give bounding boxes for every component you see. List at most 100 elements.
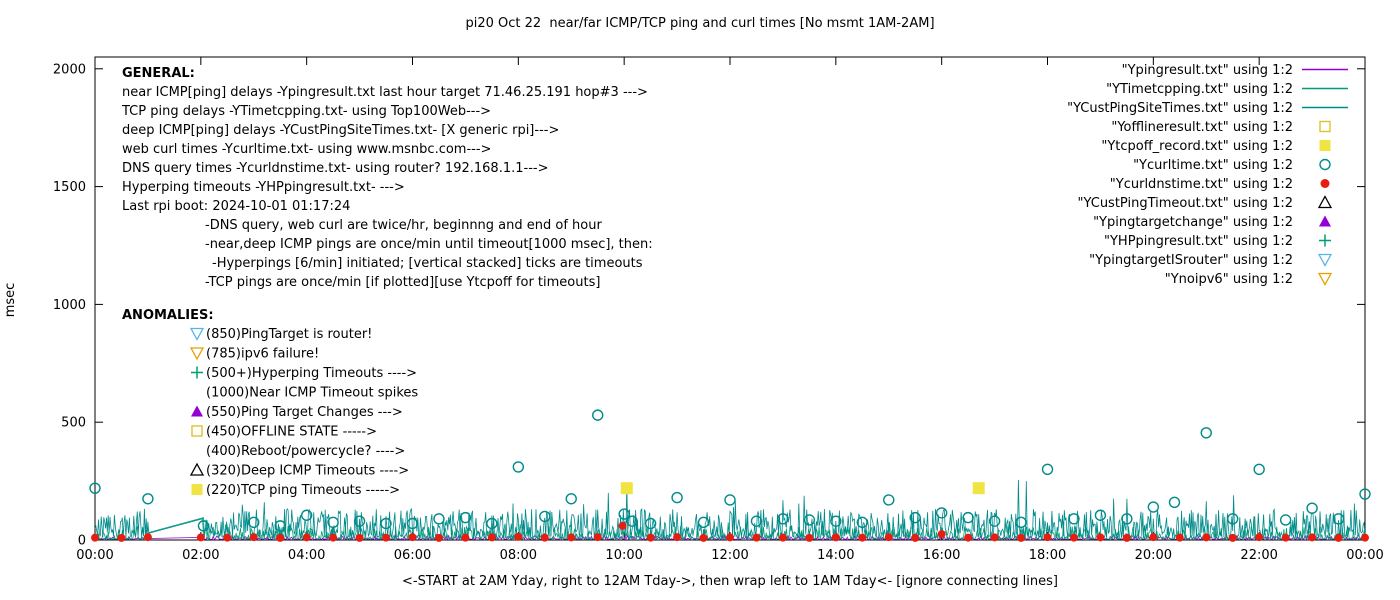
general-line: -Hyperpings [6/min] initiated; [vertical… xyxy=(212,256,643,271)
circle-filled-icon xyxy=(514,532,523,541)
circle-open-icon xyxy=(1041,463,1054,476)
anomaly-text: (220)TCP ping Timeouts -----> xyxy=(206,483,400,498)
anomaly-line: (450)OFFLINE STATE -----> xyxy=(191,425,377,440)
triangle-down-open-icon xyxy=(1317,272,1333,286)
scatter-Ytcpoff_record xyxy=(620,482,985,495)
circle-open-icon xyxy=(248,516,260,529)
square-filled-icon xyxy=(1319,140,1331,151)
circle-open-icon xyxy=(1306,502,1318,514)
circle-filled-icon xyxy=(567,533,576,542)
general-line: -DNS query, web curl are twice/hr, begin… xyxy=(205,218,602,233)
circle-filled-icon xyxy=(1320,179,1330,188)
circle-filled-icon xyxy=(276,533,285,542)
triangle-up-open-icon xyxy=(1317,195,1333,209)
general-line: web curl times -Ycurltime.txt- using www… xyxy=(122,142,491,157)
x-tick-label: 04:00 xyxy=(288,548,325,563)
circle-filled-icon xyxy=(831,533,840,542)
legend-label: "Ypingtargetchange" using 1:2 xyxy=(1093,215,1293,230)
circle-open-icon xyxy=(89,482,101,494)
circle-filled-icon xyxy=(646,533,655,542)
circle-open-icon xyxy=(1094,509,1107,521)
circle-filled-icon xyxy=(461,533,470,542)
circle-open-icon xyxy=(512,461,525,473)
circle-open-icon xyxy=(988,515,1001,527)
x-tick-label: 18:00 xyxy=(1029,548,1066,563)
chart-legend: "Ypingresult.txt" using 1:2 "YTimetcpping… xyxy=(1067,63,1348,287)
legend-item: "YTimetcpping.txt" using 1:2 xyxy=(1106,82,1348,97)
circle-filled-icon xyxy=(805,533,814,542)
circle-filled-icon xyxy=(1308,533,1317,542)
general-line: deep ICMP[ping] delays -YCustPingSiteTim… xyxy=(122,123,559,138)
anomaly-line: (550)Ping Target Changes ---> xyxy=(191,405,403,420)
circle-filled-icon xyxy=(434,533,443,542)
x-tick-label: 12:00 xyxy=(711,548,748,563)
circle-open-icon xyxy=(803,514,816,526)
circle-filled-icon xyxy=(699,533,708,542)
general-line: Last rpi boot: 2024-10-01 01:17:24 xyxy=(122,199,350,214)
circle-open-icon xyxy=(380,517,392,530)
circle-open-icon xyxy=(1332,513,1345,525)
legend-label: "Ycurldnstime.txt" using 1:2 xyxy=(1110,177,1293,192)
circle-filled-icon xyxy=(673,533,682,542)
anomalies-header: ANOMALIES: xyxy=(122,308,214,323)
general-line: TCP ping delays -YTimetcpping.txt- using… xyxy=(121,104,491,119)
anomaly-line: (785)ipv6 failure! xyxy=(189,347,319,362)
square-filled-icon xyxy=(972,482,985,495)
x-tick-label: 14:00 xyxy=(817,548,854,563)
legend-label: "YpingtargetISrouter" using 1:2 xyxy=(1089,253,1293,268)
anomaly-line: (500+)Hyperping Timeouts ----> xyxy=(191,366,417,381)
circle-filled-icon xyxy=(1149,533,1158,542)
square-open-icon xyxy=(1319,120,1331,133)
circle-filled-icon xyxy=(937,530,946,539)
y-tick-label: 1500 xyxy=(53,180,86,195)
circle-filled-icon xyxy=(249,533,258,542)
legend-item: "Ytcpoff_record.txt" using 1:2 xyxy=(1101,139,1331,154)
circle-filled-icon xyxy=(884,533,893,542)
circle-filled-icon xyxy=(1017,533,1026,542)
circle-open-icon xyxy=(1359,488,1371,500)
circle-filled-icon xyxy=(593,533,602,542)
circle-filled-icon xyxy=(91,533,99,542)
legend-item: "YpingtargetISrouter" using 1:2 xyxy=(1089,253,1333,268)
circle-open-icon xyxy=(300,509,313,521)
circle-open-icon xyxy=(750,515,763,527)
circle-open-icon xyxy=(671,491,683,504)
circle-filled-icon xyxy=(329,533,338,542)
circle-filled-icon xyxy=(1361,533,1369,542)
x-tick-label: 22:00 xyxy=(1240,548,1277,563)
x-tick-label: 06:00 xyxy=(394,548,431,563)
circle-filled-icon xyxy=(196,533,205,542)
circle-filled-icon xyxy=(540,533,549,542)
legend-item: "YHPpingresult.txt" using 1:2 xyxy=(1104,234,1331,249)
anomaly-text: (450)OFFLINE STATE -----> xyxy=(206,425,377,440)
legend-item: "Ypingtargetchange" using 1:2 xyxy=(1093,215,1331,230)
circle-filled-icon xyxy=(1096,533,1105,542)
circle-open-icon xyxy=(565,493,577,505)
series-YCustPingSiteTimes-line xyxy=(94,479,1366,539)
legend-item: "Ycurltime.txt" using 1:2 xyxy=(1133,158,1331,173)
circle-open-icon xyxy=(1121,513,1133,525)
circle-open-icon xyxy=(486,517,498,530)
circle-filled-icon xyxy=(1069,533,1078,542)
y-tick-label: 1000 xyxy=(53,298,86,313)
x-tick-label: 02:00 xyxy=(182,548,219,563)
circle-filled-icon xyxy=(487,533,496,542)
circle-open-icon xyxy=(1279,514,1292,526)
circle-open-icon xyxy=(962,511,974,524)
legend-item: "Ynoipv6" using 1:2 xyxy=(1165,272,1333,287)
x-axis-label: <-START at 2AM Yday, right to 12AM Tday-… xyxy=(402,574,1058,589)
axis-ticks: 0 500 1000 1500 2000 00:00 02:00 04:00 06:00 08:0… xyxy=(53,57,1384,563)
x-tick-label: 16:00 xyxy=(923,548,960,563)
circle-filled-icon xyxy=(408,533,417,542)
circle-filled-icon xyxy=(355,533,364,542)
legend-label: "Ycurltime.txt" using 1:2 xyxy=(1133,158,1293,173)
circle-open-icon xyxy=(935,507,948,519)
anomaly-text: (850)PingTarget is router! xyxy=(206,327,372,342)
circle-open-icon xyxy=(142,493,154,505)
circle-filled-icon xyxy=(1043,533,1052,542)
triangle-down-open-icon xyxy=(189,347,205,361)
legend-item: "YCustPingTimeout.txt" using 1:2 xyxy=(1078,195,1333,211)
circle-open-icon xyxy=(433,513,445,525)
circle-open-icon xyxy=(1227,513,1239,525)
